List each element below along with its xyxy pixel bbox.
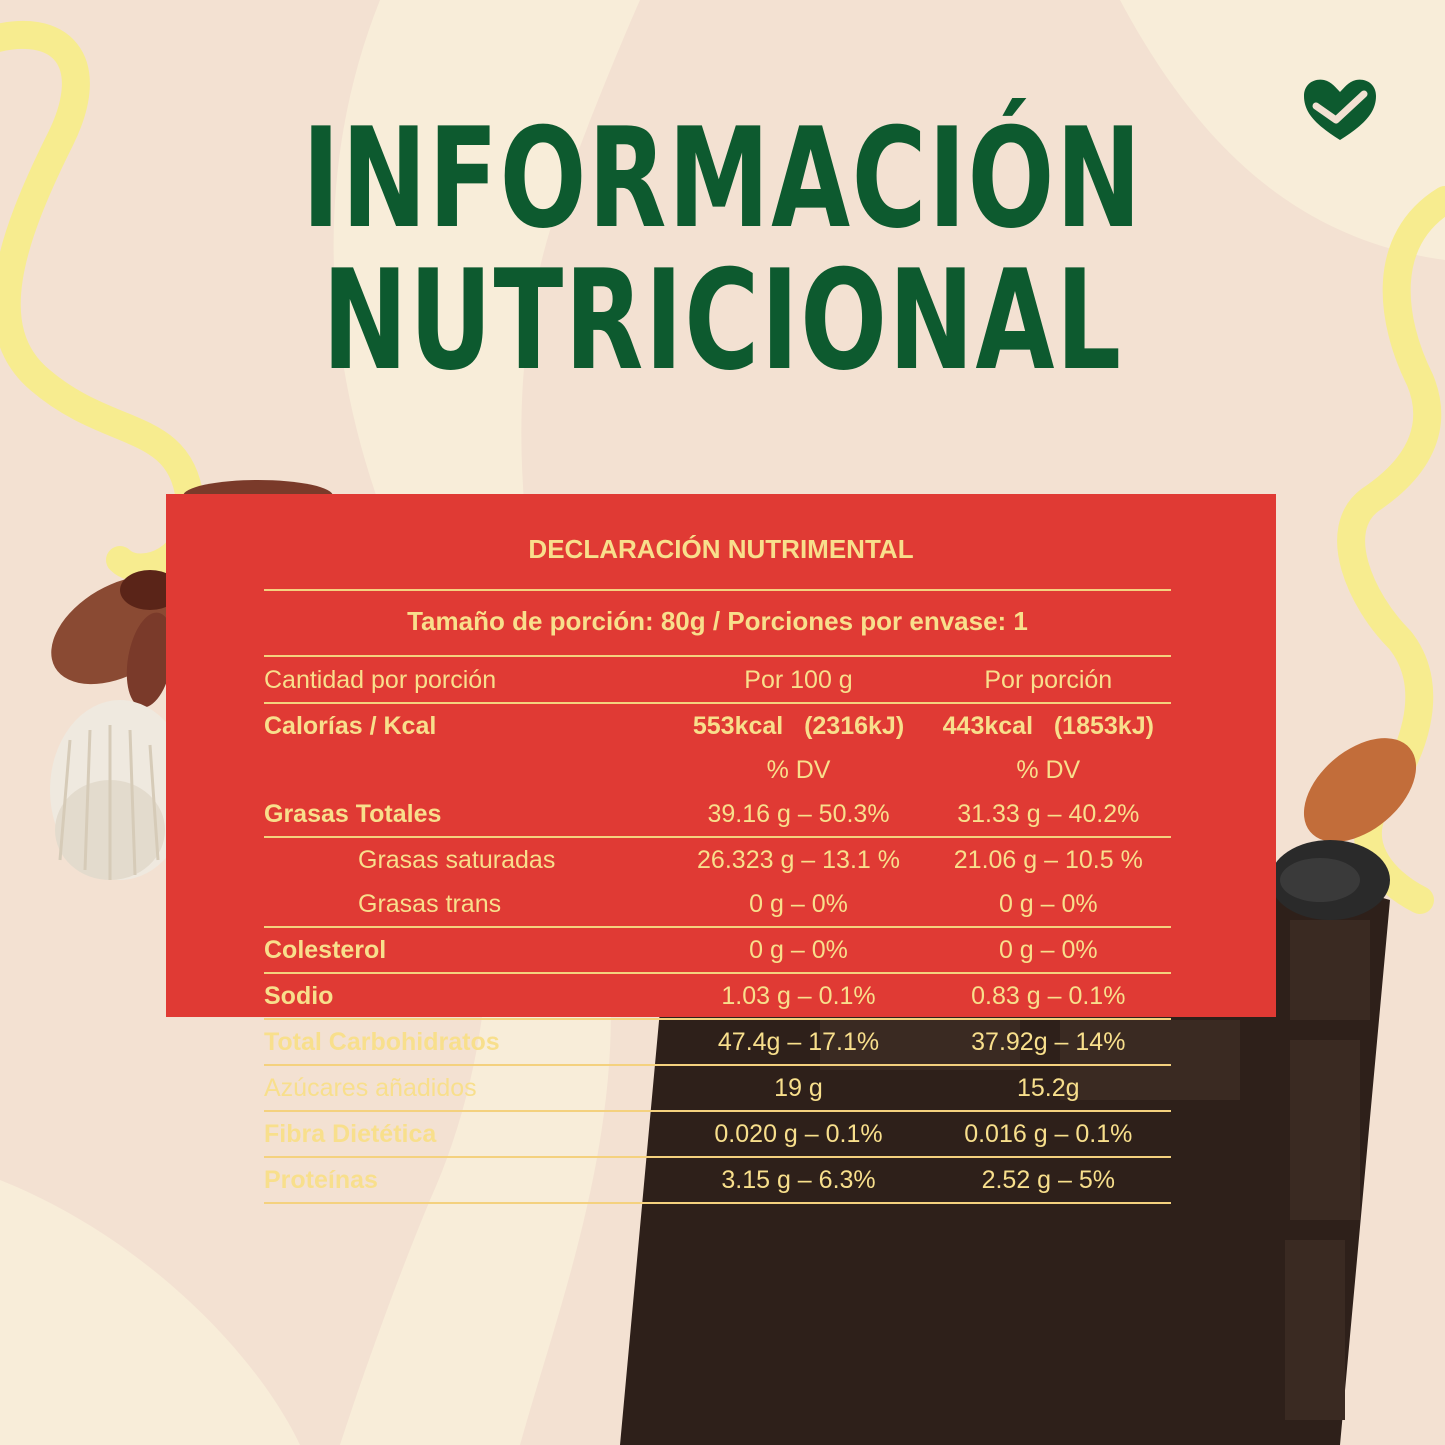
row-per-serving: 2.52 g – 5% (925, 1157, 1171, 1204)
row-label: Grasas Totales (264, 792, 672, 838)
panel-heading: DECLARACIÓN NUTRIMENTAL (528, 534, 914, 564)
row-per-serving: 37.92g – 14% (925, 1019, 1171, 1066)
row-per-serving: 21.06 g – 10.5 % (953, 845, 1143, 874)
row-per-serving: 31.33 g – 40.2% (925, 792, 1171, 838)
table-row: Total Carbohidratos 47.4g – 17.1% 37.92g… (264, 1019, 1171, 1066)
divider (264, 589, 1171, 591)
row-per-serving: 0 g – 0% (925, 927, 1171, 974)
title-line-2: NUTRICIONAL (322, 240, 1123, 401)
title-line-1: INFORMACIÓN (301, 98, 1143, 259)
row-label: Total Carbohidratos (264, 1019, 672, 1066)
row-per100: 0.020 g – 0.1% (671, 1111, 926, 1158)
calories-per100: 553kcal (2316kJ) (692, 711, 905, 740)
nutrition-table: Cantidad por porción Por 100 g Por porci… (264, 658, 1171, 1204)
table-row: Colesterol 0 g – 0% 0 g – 0% (264, 927, 1171, 974)
row-label: Colesterol (264, 927, 672, 974)
table-row: Proteínas 3.15 g – 6.3% 2.52 g – 5% (264, 1157, 1171, 1204)
light-wave-shape-2 (0, 1180, 300, 1445)
lions-mane-mushroom-image (50, 700, 190, 880)
table-header-row: Cantidad por porción Por 100 g Por porci… (264, 658, 1171, 704)
serving-size-text: Tamaño de porción: 80g / Porciones por e… (407, 606, 1028, 636)
row-per100: 0 g – 0% (671, 927, 926, 974)
table-row: Sodio 1.03 g – 0.1% 0.83 g – 0.1% (264, 973, 1171, 1020)
table-row: Fibra Dietética 0.020 g – 0.1% 0.016 g –… (264, 1111, 1171, 1158)
dv-per-serving: % DV (1016, 755, 1081, 784)
nutrition-panel: DECLARACIÓN NUTRIMENTAL Tamaño de porció… (166, 494, 1276, 1204)
row-label: Grasas saturadas (358, 845, 556, 874)
table-row: Grasas trans 0 g – 0% 0 g – 0% (264, 882, 1171, 928)
yellow-swirl-left (0, 21, 206, 582)
row-per100: 1.03 g – 0.1% (671, 973, 926, 1020)
row-label: Proteínas (264, 1157, 672, 1204)
divider (264, 655, 1171, 657)
row-per100: 3.15 g – 6.3% (671, 1157, 926, 1204)
header-label: Cantidad por porción (264, 658, 672, 704)
cacao-beans-image (1270, 738, 1417, 920)
reishi-mushroom-image (51, 480, 333, 708)
dv-row: % DV % DV (264, 748, 1171, 792)
calories-label: Calorías / Kcal (264, 711, 437, 740)
table-row: Grasas saturadas 26.323 g – 13.1 % 21.06… (264, 837, 1171, 882)
dv-per100: % DV (766, 755, 831, 784)
row-label: Fibra Dietética (264, 1111, 672, 1158)
row-label: Sodio (264, 973, 672, 1020)
row-per-serving: 0 g – 0% (925, 882, 1171, 928)
heart-shield-icon (1304, 79, 1376, 140)
row-label: Grasas trans (264, 882, 672, 928)
calories-per-serving: 443kcal (1853kJ) (942, 711, 1154, 740)
row-per-serving: 15.2g (925, 1065, 1171, 1112)
row-per-serving: 0.83 g – 0.1% (925, 973, 1171, 1020)
row-per100: 19 g (671, 1065, 926, 1112)
header-per-serving: Por porción (925, 658, 1171, 704)
page-title: INFORMACIÓN NUTRICIONAL (188, 108, 1257, 392)
light-wave-shape-3 (1120, 0, 1445, 260)
row-per100: 0 g – 0% (671, 882, 926, 928)
table-row: Azúcares añadidos 19 g 15.2g (264, 1065, 1171, 1112)
calories-row: Calorías / Kcal 553kcal (2316kJ) 443kcal… (264, 703, 1171, 748)
row-per-serving: 0.016 g – 0.1% (925, 1111, 1171, 1158)
table-row: Grasas Totales 39.16 g – 50.3% 31.33 g –… (264, 792, 1171, 838)
header-per100: Por 100 g (671, 658, 926, 704)
row-per100: 39.16 g – 50.3% (671, 792, 926, 838)
row-per100: 26.323 g – 13.1 % (697, 845, 900, 874)
row-per100: 47.4g – 17.1% (671, 1019, 926, 1066)
row-label: Azúcares añadidos (264, 1065, 672, 1112)
